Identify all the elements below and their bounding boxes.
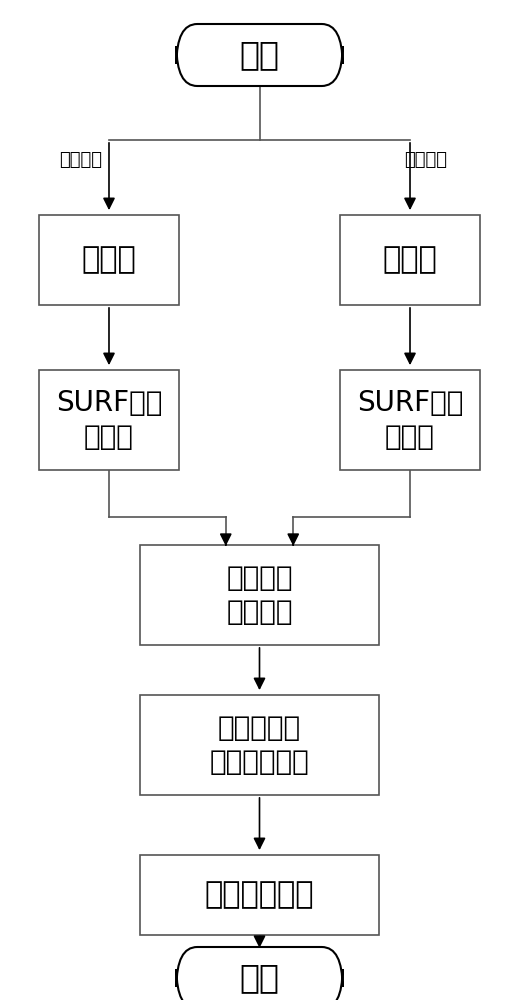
Bar bbox=[140, 855, 379, 935]
FancyBboxPatch shape bbox=[176, 947, 343, 1000]
Bar bbox=[140, 695, 379, 795]
Text: 对输入图像
进行仿射变换: 对输入图像 进行仿射变换 bbox=[210, 714, 309, 776]
Text: 开始: 开始 bbox=[239, 38, 280, 72]
Text: SURF特征
点提取: SURF特征 点提取 bbox=[56, 389, 162, 451]
Text: 输入图像: 输入图像 bbox=[59, 151, 102, 169]
Text: 仿射变换
模型估计: 仿射变换 模型估计 bbox=[226, 564, 293, 626]
Text: 计算相关系数: 计算相关系数 bbox=[205, 880, 314, 910]
Text: 参考图像: 参考图像 bbox=[404, 151, 447, 169]
Text: 结束: 结束 bbox=[239, 962, 280, 994]
Bar bbox=[340, 370, 480, 470]
Text: SURF特征
点提取: SURF特征 点提取 bbox=[357, 389, 463, 451]
Bar bbox=[340, 215, 480, 305]
Text: 预处理: 预处理 bbox=[383, 245, 438, 274]
Bar bbox=[39, 215, 179, 305]
Bar bbox=[39, 370, 179, 470]
Text: 预处理: 预处理 bbox=[81, 245, 136, 274]
FancyBboxPatch shape bbox=[176, 24, 343, 86]
Bar bbox=[140, 545, 379, 645]
